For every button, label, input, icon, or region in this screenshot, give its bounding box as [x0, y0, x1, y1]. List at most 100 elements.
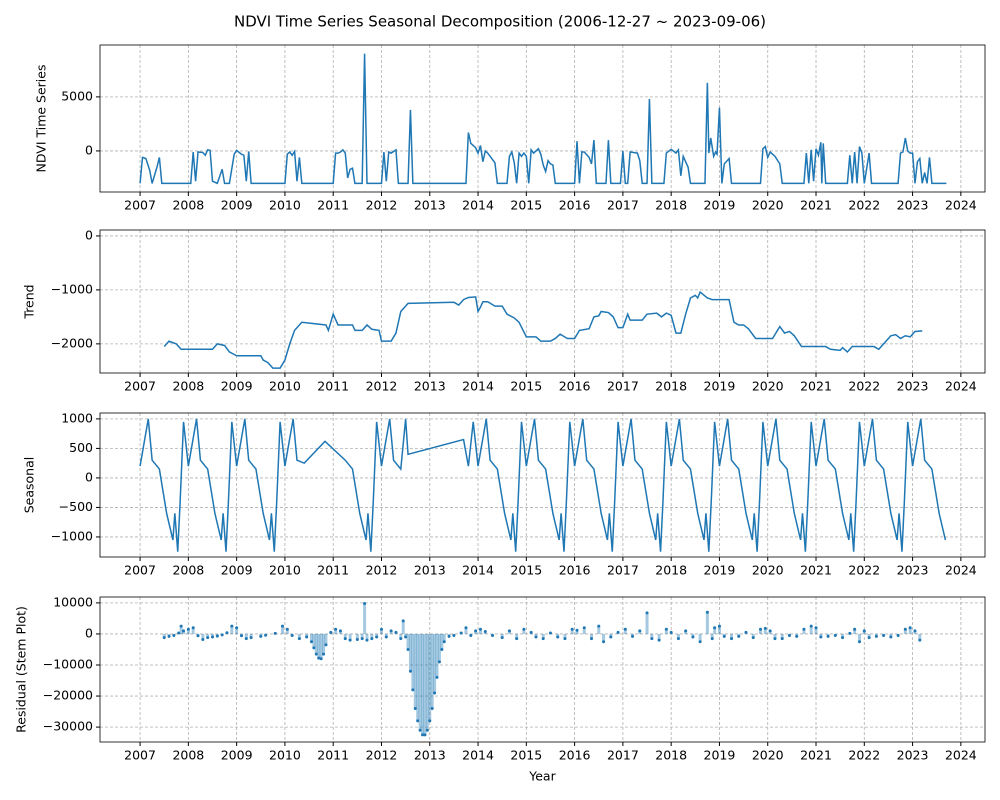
- x-tick-label: 2018: [655, 379, 687, 394]
- x-tick-label: 2017: [607, 748, 639, 763]
- x-tick-label: 2020: [752, 379, 784, 394]
- stem-marker: [722, 634, 726, 638]
- stem-marker: [225, 631, 229, 635]
- stem-marker: [215, 634, 219, 638]
- stem-marker: [290, 634, 294, 638]
- stem-marker: [249, 636, 253, 640]
- stem-marker: [638, 629, 642, 633]
- stem-marker: [758, 627, 762, 631]
- stem-marker: [201, 638, 205, 642]
- stem-marker: [780, 637, 784, 641]
- x-tick-label: 2011: [317, 563, 349, 578]
- stem-marker: [413, 706, 417, 710]
- x-tick-label: 2007: [124, 748, 156, 763]
- stem-marker: [795, 634, 799, 638]
- stem-marker: [365, 638, 369, 642]
- y-tick-label: 500: [69, 440, 93, 455]
- x-tick-label: 2012: [366, 379, 398, 394]
- stem-marker: [305, 635, 309, 639]
- y-tick-label: 0: [85, 142, 93, 157]
- stem-marker: [841, 636, 845, 640]
- stem-marker: [459, 631, 463, 635]
- stem-marker: [464, 626, 468, 630]
- x-tick-label: 2023: [897, 379, 929, 394]
- stem-marker: [406, 647, 410, 651]
- stem-marker: [206, 636, 210, 640]
- x-tick-label: 2012: [366, 198, 398, 213]
- x-tick-label: 2024: [945, 379, 977, 394]
- x-axis-label: Year: [528, 769, 556, 784]
- stem-marker: [691, 635, 695, 639]
- stem-marker: [645, 611, 649, 615]
- x-tick-label: 2021: [800, 748, 832, 763]
- stem-marker: [705, 610, 709, 614]
- stem-marker: [918, 638, 922, 642]
- stem-marker: [343, 637, 347, 641]
- panel: −1000 −500 0 500 1000 2007 2008 2009 2010 2011 201…: [22, 410, 986, 578]
- x-tick-label: 2015: [510, 748, 542, 763]
- y-tick-label: −1000: [51, 528, 93, 543]
- stem-marker: [435, 675, 439, 679]
- stem-marker: [698, 640, 702, 644]
- stem-marker: [590, 637, 594, 641]
- stem-marker: [833, 634, 837, 638]
- panel: −30000 −20000 −10000 0 10000 2007 2008 2009 2010…: [14, 594, 986, 784]
- x-tick-label: 2019: [704, 563, 736, 578]
- x-tick-label: 2016: [559, 379, 591, 394]
- panel: 0 5000 2007 2008 2009 2010 2011 2012 2013 2014 201…: [34, 44, 986, 213]
- x-tick-label: 2009: [221, 563, 253, 578]
- y-axis-label: Seasonal: [22, 457, 37, 514]
- stem-marker: [411, 688, 415, 692]
- stem-marker: [684, 629, 688, 633]
- stem-marker: [418, 728, 422, 732]
- stem-marker: [848, 631, 852, 635]
- stem-marker: [239, 634, 243, 638]
- stem-marker: [338, 629, 342, 633]
- stem-marker: [408, 669, 412, 673]
- stem-marker: [273, 631, 277, 635]
- stem-marker: [312, 646, 316, 650]
- stem-marker: [826, 634, 830, 638]
- x-tick-label: 2014: [462, 379, 494, 394]
- x-tick-label: 2010: [269, 198, 301, 213]
- x-tick-label: 2021: [800, 379, 832, 394]
- stem-marker: [903, 627, 907, 631]
- y-tick-label: −1000: [51, 281, 93, 296]
- stem-marker: [309, 640, 313, 644]
- stem-marker: [177, 631, 181, 635]
- stem-marker: [191, 626, 195, 630]
- x-tick-label: 2013: [414, 748, 446, 763]
- y-tick-label: −2000: [51, 335, 93, 350]
- stem-marker: [196, 634, 200, 638]
- stem-marker: [179, 624, 183, 628]
- stem-marker: [582, 626, 586, 630]
- x-tick-label: 2021: [800, 563, 832, 578]
- stem-marker: [650, 637, 654, 641]
- x-tick-label: 2011: [317, 379, 349, 394]
- stem-marker: [787, 634, 791, 638]
- x-tick-label: 2020: [752, 563, 784, 578]
- x-tick-label: 2008: [172, 748, 204, 763]
- stem-marker: [857, 640, 861, 644]
- stem-marker: [809, 624, 813, 628]
- stem-marker: [162, 636, 166, 640]
- x-tick-label: 2022: [848, 748, 880, 763]
- stem-marker: [609, 635, 613, 639]
- x-tick-label: 2024: [945, 563, 977, 578]
- x-tick-label: 2018: [655, 563, 687, 578]
- stem-marker: [423, 733, 427, 737]
- series-line: [163, 290, 923, 369]
- stem-marker: [421, 733, 425, 737]
- x-tick-label: 2011: [317, 748, 349, 763]
- x-tick-label: 2015: [510, 198, 542, 213]
- y-tick-label: 0: [85, 625, 93, 640]
- x-tick-label: 2016: [559, 563, 591, 578]
- stem-marker: [469, 634, 473, 638]
- x-tick-label: 2012: [366, 563, 398, 578]
- stem-marker: [324, 643, 328, 647]
- y-axis-label: Residual (Stem Plot): [14, 606, 29, 733]
- x-tick-label: 2014: [462, 748, 494, 763]
- stem-marker: [534, 635, 538, 639]
- stem-marker: [802, 627, 806, 631]
- stem-marker: [322, 652, 326, 656]
